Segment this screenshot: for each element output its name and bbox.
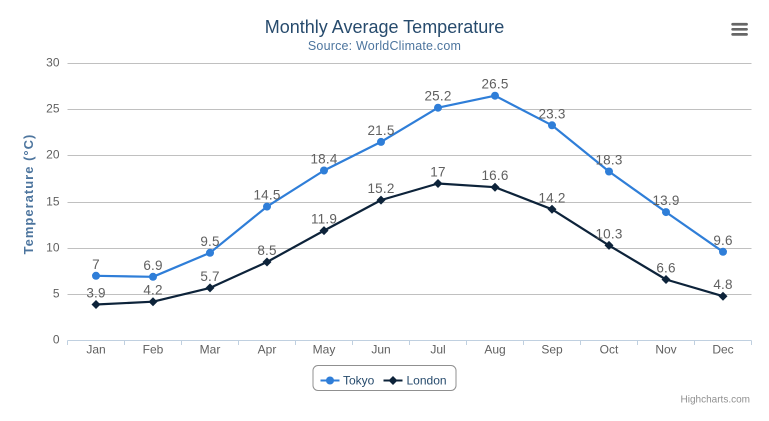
svg-text:Jun: Jun (371, 343, 390, 357)
svg-text:5.7: 5.7 (200, 269, 219, 284)
svg-text:London: London (407, 374, 447, 388)
svg-text:21.5: 21.5 (367, 123, 394, 138)
svg-text:0: 0 (53, 333, 60, 347)
svg-text:Monthly Average Temperature: Monthly Average Temperature (265, 17, 504, 37)
svg-text:17: 17 (430, 165, 445, 180)
svg-text:14.2: 14.2 (538, 190, 565, 205)
svg-text:Apr: Apr (258, 343, 277, 357)
svg-text:16.6: 16.6 (481, 168, 508, 183)
svg-text:Source: WorldClimate.com: Source: WorldClimate.com (308, 39, 461, 53)
svg-text:9.5: 9.5 (200, 234, 219, 249)
svg-text:6.9: 6.9 (143, 258, 162, 273)
svg-text:14.5: 14.5 (253, 188, 280, 203)
svg-text:4.2: 4.2 (143, 283, 162, 298)
svg-text:11.9: 11.9 (311, 212, 337, 227)
svg-text:6.6: 6.6 (656, 261, 675, 276)
svg-text:Mar: Mar (200, 343, 221, 357)
svg-text:30: 30 (46, 56, 60, 70)
svg-text:23.3: 23.3 (538, 106, 565, 121)
svg-text:25.2: 25.2 (424, 89, 451, 104)
svg-text:4.8: 4.8 (713, 277, 732, 292)
svg-text:18.4: 18.4 (310, 152, 337, 167)
svg-text:Oct: Oct (600, 343, 619, 357)
svg-text:7: 7 (92, 257, 100, 272)
svg-text:Dec: Dec (712, 343, 733, 357)
svg-text:25: 25 (46, 102, 60, 116)
svg-text:9.6: 9.6 (713, 233, 732, 248)
svg-text:Highcharts.com: Highcharts.com (681, 395, 750, 406)
svg-text:Jul: Jul (430, 343, 445, 357)
svg-text:10.3: 10.3 (595, 226, 622, 241)
svg-text:5: 5 (53, 287, 60, 301)
svg-text:Tokyo: Tokyo (343, 374, 375, 388)
svg-text:8.5: 8.5 (257, 243, 276, 258)
svg-text:Sep: Sep (541, 343, 563, 357)
svg-text:15.2: 15.2 (367, 181, 394, 196)
svg-text:13.9: 13.9 (652, 193, 679, 208)
svg-text:15: 15 (46, 195, 60, 209)
svg-text:Feb: Feb (143, 343, 164, 357)
svg-text:20: 20 (46, 148, 60, 162)
svg-text:Nov: Nov (655, 343, 676, 357)
svg-text:Temperature (°C): Temperature (°C) (21, 134, 36, 255)
svg-text:26.5: 26.5 (481, 77, 508, 92)
svg-text:Jan: Jan (86, 343, 105, 357)
svg-text:Aug: Aug (484, 343, 505, 357)
svg-text:10: 10 (46, 241, 60, 255)
svg-text:18.3: 18.3 (595, 153, 622, 168)
svg-text:3.9: 3.9 (86, 286, 105, 301)
svg-text:May: May (313, 343, 336, 357)
